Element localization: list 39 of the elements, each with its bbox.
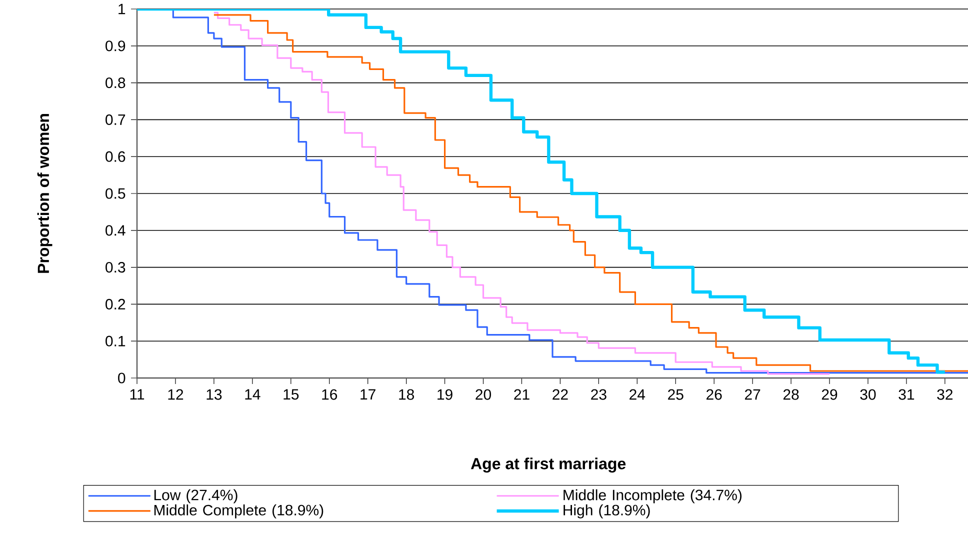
x-tick-label: 21 <box>514 389 530 400</box>
y-tick-label: 1 <box>118 4 126 14</box>
x-tick-label: 17 <box>360 389 376 400</box>
x-tick-label: 20 <box>476 389 491 400</box>
x-tick-label: 30 <box>860 389 876 400</box>
x-tick-label: 13 <box>206 389 222 400</box>
x-tick-label: 24 <box>630 389 646 400</box>
y-tick-label: 0.3 <box>106 262 126 273</box>
x-tick-label: 25 <box>668 389 684 400</box>
y-tick-label: 0.5 <box>106 188 126 199</box>
y-tick-label: 0.7 <box>106 114 126 125</box>
y-tick-label: 0.9 <box>106 40 126 52</box>
y-tick-label: 0.8 <box>106 77 126 88</box>
x-tick-label: 12 <box>168 389 184 400</box>
x-tick-label: 19 <box>438 389 452 400</box>
y-tick-label: 0.4 <box>106 225 126 236</box>
y-axis-title: Proportion of women <box>37 114 52 273</box>
x-tick-label: 22 <box>552 389 568 400</box>
legend-label: Middle Complete (18.9%) <box>154 504 324 518</box>
x-tick-label: 31 <box>898 389 914 400</box>
legend-label: Middle Incomplete (34.7%) <box>564 489 742 504</box>
x-tick-label: 28 <box>783 389 799 400</box>
y-tick-label: 0 <box>118 372 126 384</box>
x-tick-label: 14 <box>245 389 260 400</box>
x-tick-label: 16 <box>322 389 338 400</box>
x-axis-title: Age at first marriage <box>470 458 626 473</box>
legend-label: High (18.9%) <box>564 504 650 518</box>
y-tick-label: 0.1 <box>106 336 126 346</box>
x-tick-label: 15 <box>284 389 299 400</box>
x-tick-label: 23 <box>591 389 606 400</box>
legend-label: Low (27.4%) <box>154 489 238 504</box>
x-tick-label: 26 <box>706 389 722 400</box>
y-tick-label: 0.6 <box>106 151 126 162</box>
x-tick-label: 32 <box>937 389 953 400</box>
x-tick-label: 11 <box>130 389 144 400</box>
x-tick-label: 27 <box>744 389 760 400</box>
x-tick-label: 29 <box>822 389 838 400</box>
y-tick-label: 0.2 <box>106 298 126 310</box>
x-tick-label: 18 <box>399 389 414 400</box>
